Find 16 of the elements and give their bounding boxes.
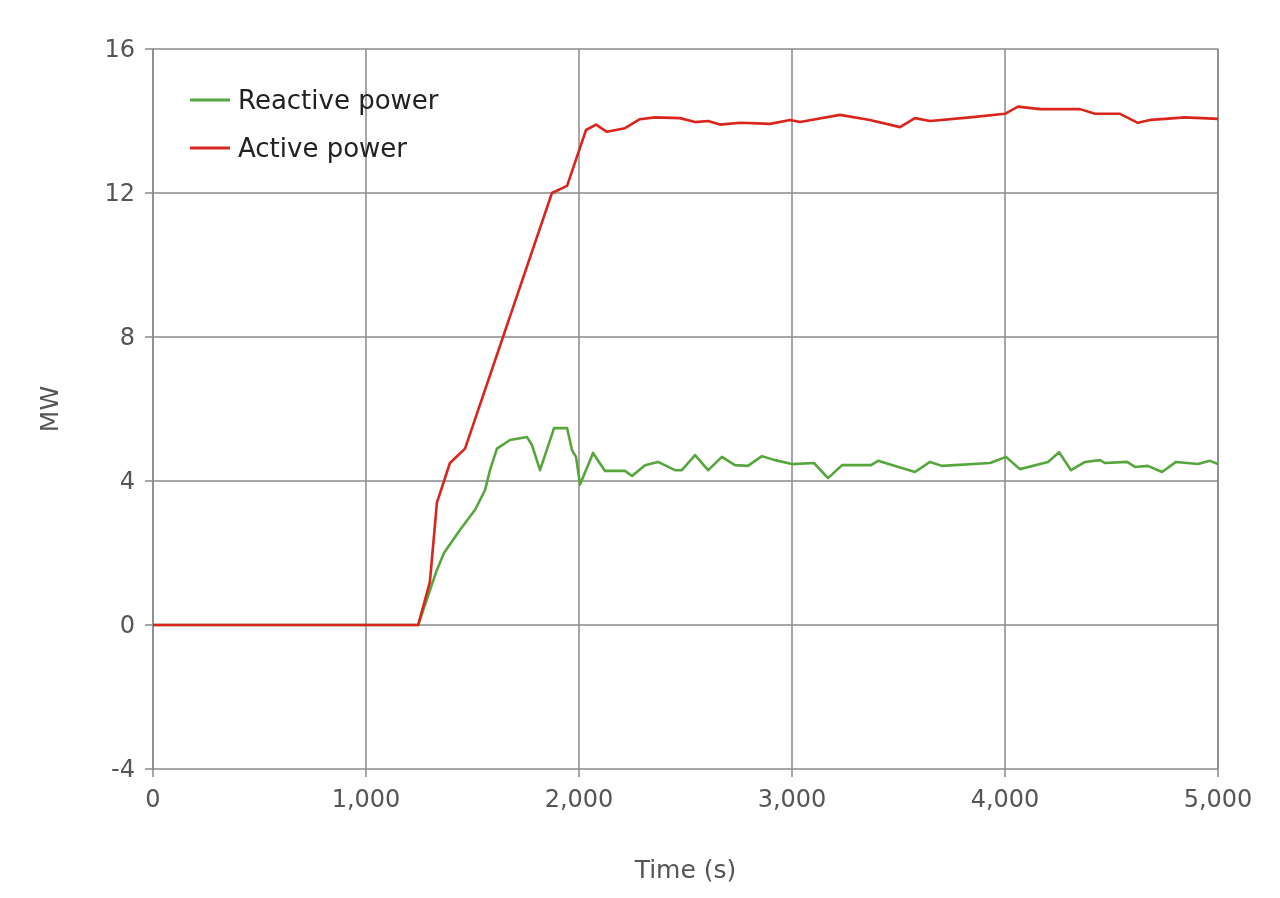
y-tick-label: 4: [119, 467, 135, 495]
y-tick-label: 8: [119, 323, 135, 351]
x-tick-label: 0: [145, 785, 161, 813]
x-axis-title: Time (s): [633, 855, 737, 884]
legend-label: Active power: [238, 133, 408, 163]
y-tick-label: 12: [104, 179, 135, 207]
x-tick-label: 3,000: [757, 785, 827, 813]
x-tick-label: 2,000: [544, 785, 614, 813]
x-tick-label: 4,000: [970, 785, 1040, 813]
y-tick-label: -4: [111, 755, 135, 783]
x-tick-label: 1,000: [331, 785, 401, 813]
y-tick-label: 16: [104, 35, 135, 63]
y-tick-label: 0: [119, 611, 135, 639]
x-tick-label: 5,000: [1183, 785, 1253, 813]
y-axis-title: MW: [35, 385, 64, 433]
legend-label: Reactive power: [238, 85, 439, 115]
